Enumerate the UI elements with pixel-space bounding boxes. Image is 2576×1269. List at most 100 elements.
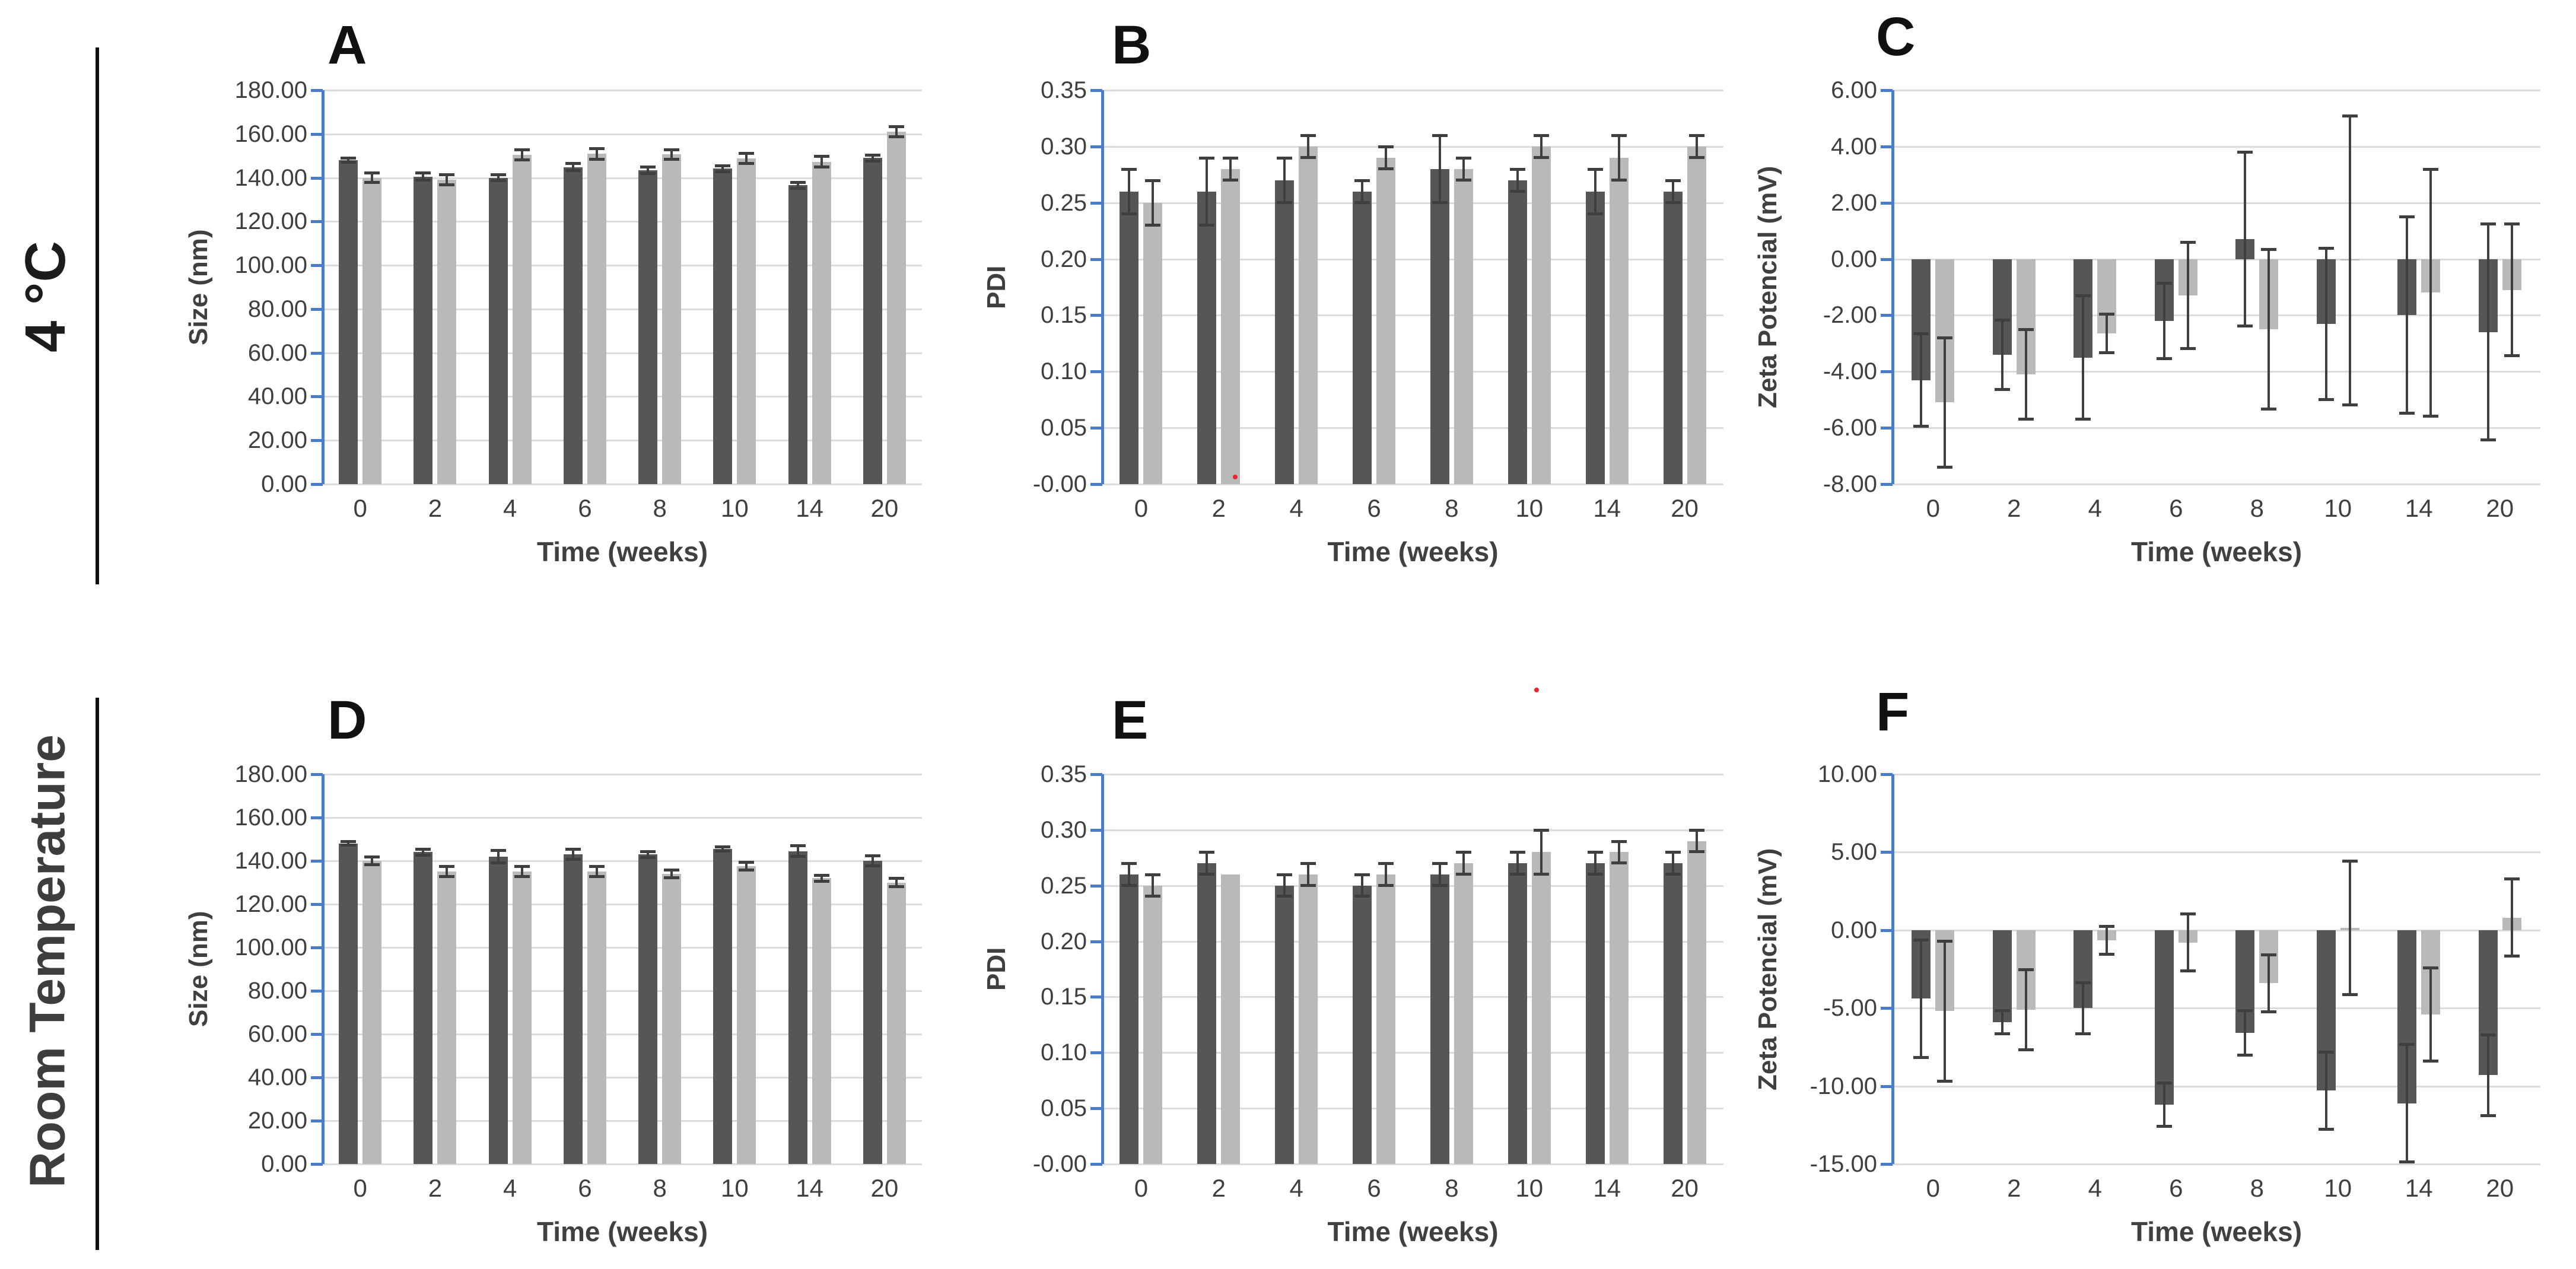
error-bar-cap-bottom [1432,883,1448,887]
y-tick-label: 5.00 [1831,839,1877,866]
error-bar-line [571,848,574,860]
x-axis-title-a: Time (weeks) [536,536,708,567]
x-tick-label: 20 [1671,1174,1699,1202]
y-axis-tick [1090,370,1102,374]
y-axis-tick [1090,828,1102,832]
bar-light-gray [437,872,457,1164]
error-bar-cap-top [739,151,755,155]
x-tick-label: 10 [2324,494,2352,522]
gridline [1102,371,1723,373]
error-bar-cap-top [1354,179,1370,182]
error-bar-cap-bottom [341,844,357,847]
bar-light-gray [587,872,606,1164]
error-bar-cap-top [864,154,880,157]
y-axis-tick [311,132,323,136]
y-tick-label: 2.00 [1831,189,1877,216]
bar-light-gray [812,878,831,1164]
x-tick-label: 10 [2324,1174,2352,1202]
y-tick-label: 180.00 [234,761,307,787]
y-axis-tick [311,946,323,949]
error-bar-cap-bottom [2075,417,2091,421]
error-bar-cap-bottom [2342,993,2358,996]
y-axis-tick [1881,145,1893,148]
error-bar-cap-top [589,865,605,869]
error-bar-line [647,167,650,174]
bar-light-gray [1609,157,1629,484]
error-bar-cap-bottom [2261,408,2277,411]
x-axis-title-b: Time (weeks) [1327,536,1499,567]
error-bar-cap-top [888,125,904,128]
error-bar-line [2510,879,2513,957]
error-bar-line [670,149,673,160]
bar-light-gray [1221,874,1241,1164]
y-axis-tick [311,89,323,92]
bar-light-gray [737,158,756,484]
plot-area-e: 0.35 0.30 0.25 0.20 0.15 0.10 0.05 -0.00 0 2 4 6 8 10… [1033,761,1723,1202]
error-bar-cap-bottom [2504,955,2520,958]
error-bar-cap-top [2342,859,2358,863]
gridline [1893,145,2540,148]
error-bar-cap-top [1913,332,1929,336]
error-bar-cap-top [1587,167,1603,171]
error-bar-cap-top [2504,222,2520,226]
y-tick-label: 180.00 [234,77,307,103]
gridline [323,265,922,267]
error-bar-line [2486,1034,2489,1116]
error-bar-line [2001,1010,2003,1034]
error-bar-cap-top [2237,1009,2253,1013]
error-bar-cap-bottom [490,861,506,864]
x-tick-label: 20 [2486,1174,2514,1202]
error-bar-line [871,155,874,161]
y-tick-label: 0.15 [1041,984,1087,1010]
error-bar-line [1671,852,1674,874]
panel-letter-f: F [1876,682,1910,742]
error-bar-cap-top [1509,167,1525,171]
gridline [323,177,922,179]
error-bar-cap-top [415,171,431,175]
error-bar-cap-top [1611,133,1627,137]
x-tick-label: 14 [1593,494,1621,522]
error-bar-cap-top [439,865,455,869]
y-axis-tick [311,1119,323,1122]
error-bar-cap-bottom [2156,1124,2172,1128]
error-bar-cap-bottom [565,858,581,861]
error-bar-cap-bottom [739,869,755,872]
bar-dark-gray [414,852,433,1164]
error-bar-cap-top [1378,862,1394,866]
bar-dark-gray [1120,874,1139,1164]
error-bar-cap-bottom [1378,883,1394,887]
x-tick-label: 6 [1367,494,1381,522]
error-bar-cap-top [1994,318,2010,322]
error-bar-cap-bottom [888,885,904,888]
y-tick-label: 0.15 [1041,302,1087,329]
error-bar-line [2324,1051,2327,1130]
error-bar-cap-bottom [2342,403,2358,407]
y-axis-tick [1090,996,1102,999]
y-tick-label: 60.00 [247,1021,307,1047]
y-tick-label: -0.00 [1032,1151,1087,1177]
bar-dark-gray [1585,863,1605,1164]
error-bar-line [422,848,425,855]
x-tick-label: 6 [578,1174,592,1202]
x-tick-label: 8 [2250,494,2264,522]
plot-area-b: 0.35 0.30 0.25 0.20 0.15 0.10 0.05 -0.00 0 2 4 6 8 10… [1033,77,1723,522]
error-bar-cap-top [1533,133,1549,137]
gridline [1102,145,1723,148]
error-bar-line [2510,224,2513,357]
error-bar-cap-bottom [2180,347,2196,351]
gridline [323,947,922,949]
bar-dark-gray [1275,885,1295,1164]
error-bar-cap-top [490,848,506,852]
error-bar-line [2186,242,2189,349]
bar-dark-gray [638,170,658,484]
error-bar-cap-bottom [640,171,656,175]
bar-light-gray [1531,852,1551,1164]
error-bar-cap-bottom [341,161,357,164]
y-axis-line [1101,774,1104,1164]
bar-dark-gray [863,158,882,484]
error-bar-cap-bottom [1277,895,1293,898]
y-tick-label: 0.10 [1041,358,1087,385]
error-bar-line [2429,168,2432,417]
bar-dark-gray [788,185,807,484]
error-bar-line [895,126,898,138]
